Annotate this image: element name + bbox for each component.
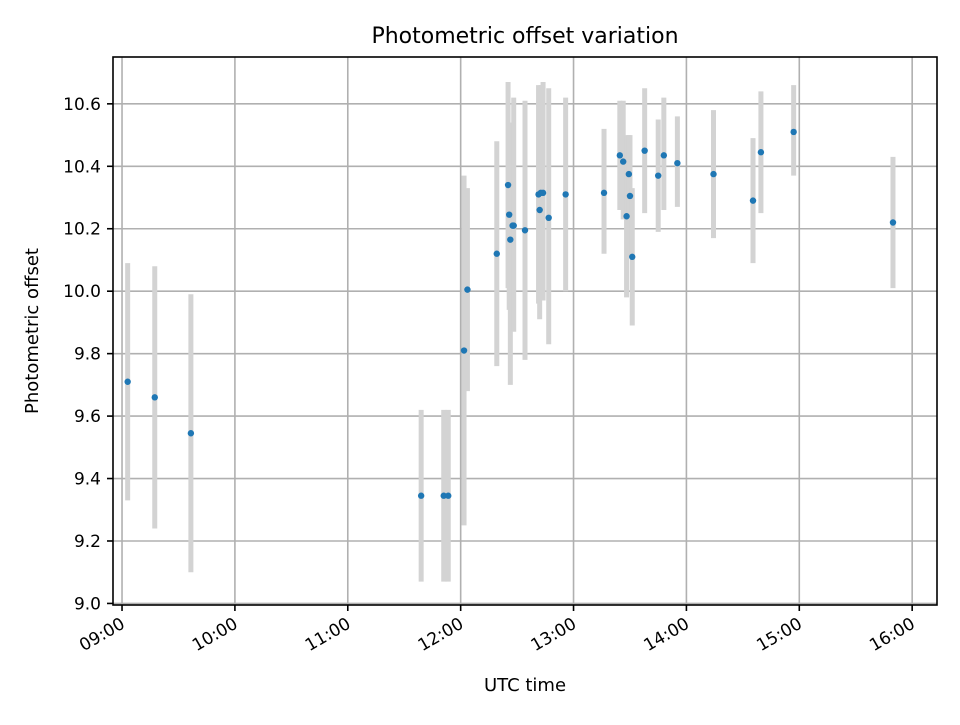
data-point (536, 206, 543, 214)
x-tick-label: 11:00 (302, 614, 354, 656)
data-point (445, 492, 452, 499)
data-point (562, 191, 569, 198)
y-tick-label: 10.6 (63, 95, 101, 115)
x-tick-label: 13:00 (528, 614, 580, 656)
data-point (616, 152, 624, 159)
data-point (674, 159, 681, 167)
y-tick-label: 10.2 (63, 220, 101, 240)
data-point (749, 197, 757, 204)
data-point (790, 128, 797, 136)
x-tick-label: 09:00 (76, 614, 128, 656)
y-tick-label: 9.2 (74, 532, 101, 552)
y-tick-label: 9.4 (74, 470, 101, 490)
data-point (660, 152, 668, 159)
y-tick-label: 9.0 (74, 594, 101, 614)
y-tick-label: 9.8 (74, 345, 101, 365)
data-point (504, 181, 512, 189)
x-tick-label: 12:00 (415, 614, 467, 656)
data-point (545, 214, 552, 222)
x-tick-label: 10:00 (189, 614, 241, 656)
x-tick-label: 15:00 (753, 614, 805, 656)
data-point (507, 236, 514, 243)
data-point (889, 219, 897, 226)
data-point (710, 170, 717, 178)
x-tick-label: 16:00 (866, 614, 918, 656)
data-point (521, 227, 529, 234)
data-point (620, 158, 627, 165)
x-tick-label: 14:00 (640, 614, 692, 656)
data-point (629, 253, 636, 261)
y-tick-label: 10.0 (63, 282, 101, 302)
data-point (187, 430, 195, 437)
y-axis-label: Photometric offset (22, 248, 43, 414)
data-point (654, 172, 662, 179)
x-axis-label: UTC time (484, 675, 566, 696)
data-point (510, 222, 517, 229)
plot-frame (112, 56, 938, 606)
data-point (417, 492, 425, 499)
data-point (464, 286, 471, 293)
point-layer (124, 128, 897, 499)
data-point (625, 170, 633, 178)
data-point (493, 250, 500, 257)
errorbar-layer (125, 81, 896, 582)
data-point (757, 149, 765, 156)
chart-title: Photometric offset variation (371, 24, 678, 49)
y-tick-label: 10.4 (63, 157, 101, 177)
data-point (539, 189, 547, 197)
data-point (440, 492, 447, 499)
data-point (151, 394, 158, 401)
data-point (600, 189, 608, 197)
y-tick-label: 9.6 (74, 407, 101, 427)
data-point (623, 213, 630, 220)
data-point (460, 347, 468, 354)
data-point (626, 192, 634, 200)
data-point (641, 147, 648, 154)
data-point (124, 378, 131, 385)
data-point (505, 211, 513, 218)
